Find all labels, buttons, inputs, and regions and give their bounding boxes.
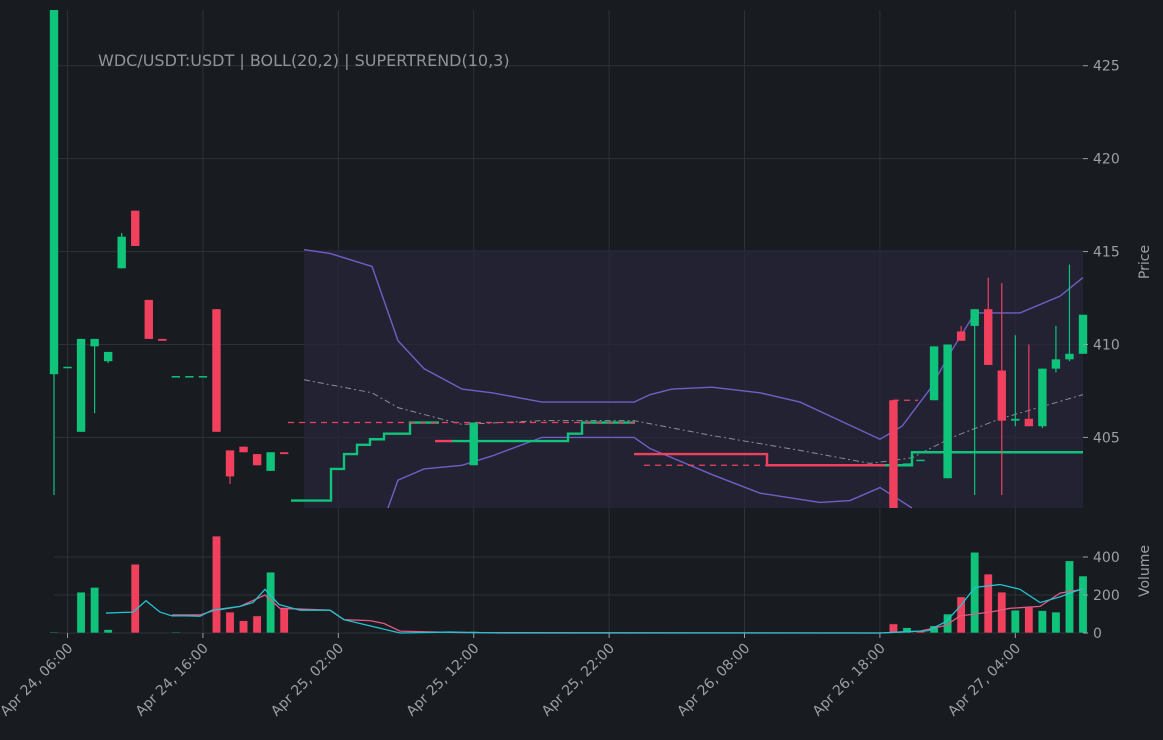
candle-body <box>984 309 993 365</box>
volume-bars <box>49 535 1088 634</box>
volume-bar <box>103 629 113 634</box>
volume-bar <box>1037 610 1047 634</box>
volume-bar <box>49 631 59 634</box>
volume-bar <box>279 607 289 634</box>
candle-body <box>131 210 140 246</box>
supertrend-up-line <box>885 451 1083 467</box>
candle-body <box>76 338 86 432</box>
supertrend-down-line <box>634 452 885 467</box>
price-tick-label: 410 <box>1093 337 1120 353</box>
candle-body <box>239 446 248 453</box>
volume-bar <box>1024 607 1034 634</box>
candle-body <box>198 376 208 378</box>
volume-bar <box>1010 609 1020 634</box>
candle-body <box>266 452 275 471</box>
bollinger-band <box>303 249 1084 509</box>
boll-lower-line <box>387 436 913 509</box>
candle-body <box>1038 368 1047 427</box>
volume-bar <box>171 631 181 634</box>
candle-body <box>212 309 221 432</box>
candle-body <box>144 299 153 339</box>
volume-bar <box>1051 611 1061 634</box>
volume-bar <box>902 627 912 634</box>
candle-body <box>943 344 952 479</box>
price-tick-label: 405 <box>1093 430 1120 446</box>
candle-body <box>929 346 939 401</box>
volume-tick-label: 400 <box>1093 550 1120 566</box>
volume-bar <box>130 563 140 634</box>
candle-body <box>103 351 113 362</box>
candle-body <box>970 309 979 326</box>
volume-tick-label: 0 <box>1093 626 1102 642</box>
volume-axis-label: Volume <box>1137 545 1153 597</box>
volume-tick-label: 200 <box>1093 588 1120 604</box>
price-tick-label: 420 <box>1093 152 1120 168</box>
volume-bar <box>983 573 993 634</box>
supertrend <box>288 399 1083 502</box>
candle-body <box>63 366 72 369</box>
candlesticks <box>49 10 1088 508</box>
volume-bar <box>225 611 235 634</box>
candle-body <box>1051 359 1061 369</box>
volume-bar <box>76 591 86 634</box>
candle-body <box>889 400 898 508</box>
chart-title: WDC/USDT:USDT | BOLL(20,2) | SUPERTREND(… <box>98 51 510 70</box>
candle-body <box>1078 314 1088 354</box>
band-fill <box>304 249 1083 508</box>
volume-bar <box>997 591 1007 634</box>
candle-body <box>916 459 925 462</box>
price-tick-label: 425 <box>1093 59 1120 75</box>
candle-body <box>279 452 289 455</box>
candle-body <box>1065 353 1074 360</box>
candle-body <box>252 454 262 466</box>
candle-body <box>158 338 167 341</box>
candle-body <box>185 376 194 378</box>
price-tick-label: 415 <box>1093 245 1120 261</box>
candle-body <box>469 422 478 466</box>
volume-bar <box>90 587 100 634</box>
candle-body <box>1011 418 1020 421</box>
volume-bar <box>266 571 276 634</box>
candle-body <box>49 10 59 375</box>
candle-body <box>956 331 966 341</box>
volume-bar <box>252 615 262 634</box>
volume-ma-fast <box>105 583 1084 634</box>
volume-bar <box>211 535 221 634</box>
price-axis-label: Price <box>1137 245 1153 279</box>
candle-body <box>171 376 181 378</box>
candle-body <box>225 450 235 477</box>
volume-bar <box>970 551 980 634</box>
candle-body <box>117 236 126 269</box>
candle-body <box>90 338 99 347</box>
volume-bar <box>1064 560 1074 634</box>
volume-bar <box>239 620 249 634</box>
candle-body <box>902 463 912 465</box>
supertrend-up-line <box>291 421 439 502</box>
candle-body <box>997 370 1006 421</box>
volume-ma-slow <box>172 588 1084 634</box>
candle-body <box>1024 418 1034 427</box>
volume-bar <box>1078 575 1088 634</box>
boll-mid-line <box>303 379 1084 464</box>
